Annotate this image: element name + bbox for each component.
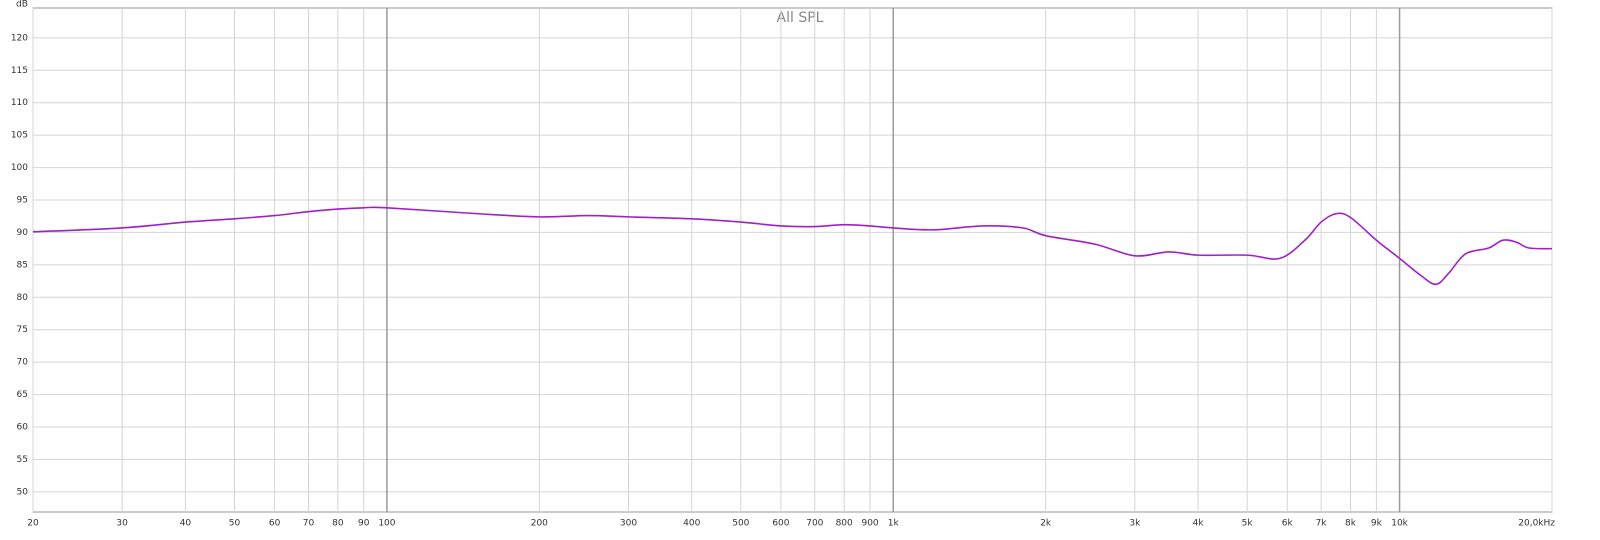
y-tick-label: 85	[17, 260, 28, 270]
y-tick-label: 55	[17, 455, 28, 465]
x-tick-label: 3k	[1129, 519, 1141, 529]
x-tick-label: 900	[861, 519, 878, 529]
x-tick-label: 700	[806, 519, 823, 529]
x-tick-label: 9k	[1371, 519, 1383, 529]
x-tick-label: 2k	[1040, 519, 1052, 529]
y-tick-label: 110	[11, 98, 28, 108]
chart-title: All SPL	[777, 10, 824, 26]
x-tick-label: 90	[358, 519, 370, 529]
x-tick-label: 600	[772, 519, 789, 529]
y-tick-label: 75	[17, 325, 28, 335]
y-tick-label: 65	[17, 390, 28, 400]
y-axis-label: dB	[16, 0, 28, 10]
y-tick-label: 100	[11, 163, 28, 173]
y-tick-label: 70	[17, 358, 29, 368]
x-tick-label: 30	[116, 519, 128, 529]
x-tick-label: 5k	[1242, 519, 1254, 529]
x-tick-label: 400	[683, 519, 700, 529]
y-tick-label: 80	[17, 293, 29, 303]
y-tick-label: 60	[17, 423, 29, 433]
x-tick-label: 8k	[1345, 519, 1357, 529]
x-tick-label: 40	[180, 519, 192, 529]
x-tick-label: 20,0kHz	[1518, 519, 1555, 529]
y-tick-label: 115	[11, 66, 28, 76]
x-tick-label: 300	[620, 519, 637, 529]
x-tick-label: 100	[378, 519, 395, 529]
x-tick-label: 500	[732, 519, 749, 529]
x-tick-label: 80	[332, 519, 344, 529]
y-tick-label: 50	[17, 487, 29, 497]
y-tick-label: 95	[17, 196, 28, 206]
x-tick-label: 20	[27, 519, 39, 529]
x-tick-label: 10k	[1391, 519, 1408, 529]
x-tick-label: 6k	[1282, 519, 1294, 529]
x-tick-label: 4k	[1193, 519, 1205, 529]
plot-frame	[32, 7, 1553, 513]
x-tick-label: 800	[836, 519, 853, 529]
x-tick-label: 70	[303, 519, 315, 529]
x-tick-label: 7k	[1316, 519, 1328, 529]
x-tick-label: 60	[269, 519, 281, 529]
y-tick-label: 90	[17, 228, 29, 238]
y-tick-label: 105	[11, 131, 28, 141]
response-curve	[32, 206, 1553, 286]
y-tick-label: 120	[11, 33, 28, 43]
x-tick-label: 200	[531, 519, 548, 529]
x-tick-label: 50	[229, 519, 241, 529]
x-tick-label: 1k	[888, 519, 900, 529]
